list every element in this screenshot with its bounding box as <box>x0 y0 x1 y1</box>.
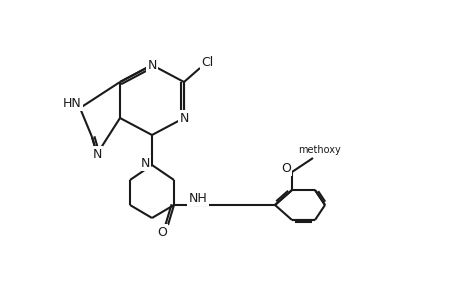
Text: HN: HN <box>62 97 81 110</box>
Text: N: N <box>147 58 157 71</box>
Text: N: N <box>92 148 101 160</box>
Text: Cl: Cl <box>201 56 213 68</box>
Text: N: N <box>179 112 188 124</box>
Text: NH: NH <box>188 191 207 205</box>
Text: O: O <box>280 161 290 175</box>
Text: O: O <box>157 226 167 238</box>
Text: N: N <box>140 157 149 169</box>
Text: methoxy: methoxy <box>298 145 341 155</box>
